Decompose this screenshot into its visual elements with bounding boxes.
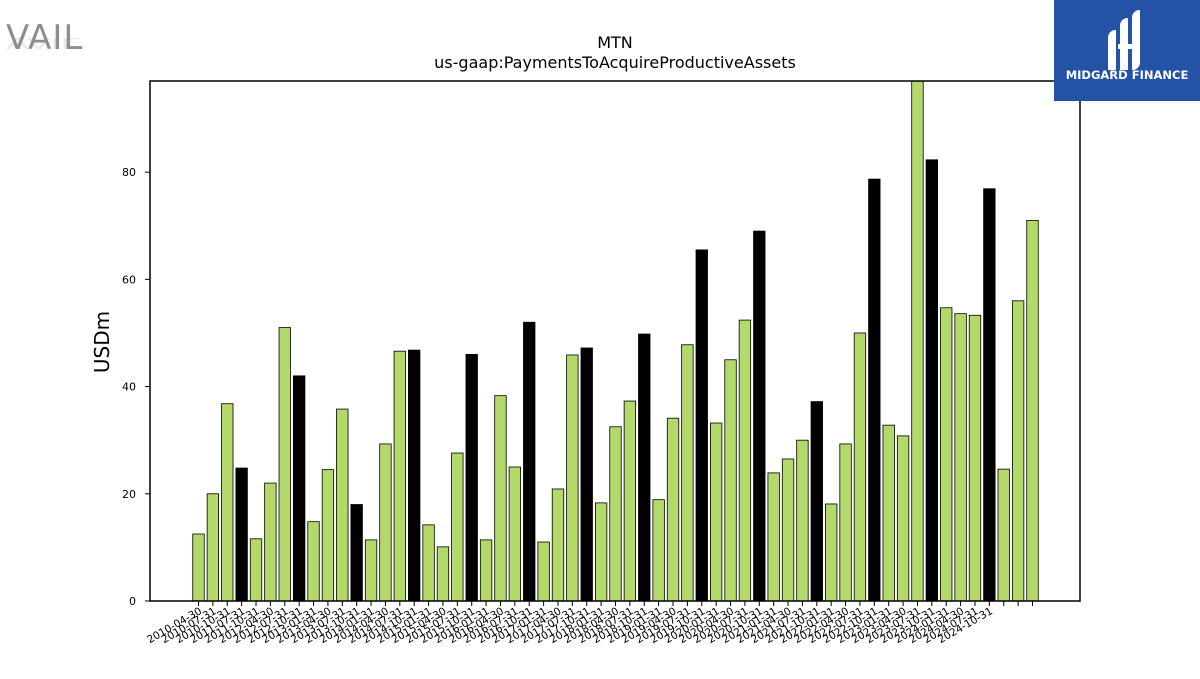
bar [321, 469, 335, 602]
bar [695, 249, 708, 602]
midgard-logo: MIDGARD FINANCE [1054, 0, 1200, 101]
bar [364, 539, 378, 602]
midgard-logo-text: MIDGARD FINANCE [1065, 68, 1189, 82]
bar [436, 546, 450, 602]
bar [221, 403, 234, 602]
bar [983, 188, 996, 602]
bar [523, 321, 536, 602]
bar [307, 521, 320, 602]
bar [408, 349, 421, 602]
bar [666, 417, 680, 602]
bar [508, 466, 521, 602]
bar [479, 539, 493, 602]
bars-group [192, 80, 1039, 602]
y-ticks-group: 0 20 40 60 80 [122, 166, 150, 608]
bar [235, 467, 248, 602]
bar [781, 458, 795, 602]
bar [422, 524, 435, 602]
bar [724, 359, 737, 602]
bar [551, 488, 565, 602]
bar [753, 230, 766, 602]
y-tick-label: 0 [129, 595, 136, 608]
bar [206, 493, 220, 602]
bar [623, 400, 637, 602]
y-tick-label: 80 [122, 166, 136, 179]
bar [810, 401, 823, 602]
bar [249, 538, 263, 602]
bar [537, 541, 550, 602]
bar [594, 502, 608, 602]
y-tick-label: 60 [122, 273, 136, 286]
bar [379, 443, 392, 602]
bar [393, 350, 406, 602]
bar [896, 435, 910, 602]
bar [767, 472, 780, 602]
y-axis-label: USDm [90, 311, 114, 373]
bar [451, 452, 464, 602]
chart-subtitle: us-gaap:PaymentsToAcquireProductiveAsset… [434, 53, 796, 72]
bar [738, 319, 752, 602]
bar [609, 426, 622, 602]
bar [580, 347, 593, 602]
bar [796, 439, 809, 602]
vail-logo-text: VAIL [6, 18, 84, 58]
bar [638, 333, 651, 602]
bar [652, 499, 665, 602]
bar [825, 503, 838, 602]
vail-logo: VAIL VAIL [6, 18, 96, 78]
bar [350, 504, 363, 602]
y-tick-label: 40 [122, 381, 136, 394]
bar [853, 332, 867, 602]
bar [954, 313, 967, 602]
bar [911, 80, 924, 602]
bar [868, 178, 881, 602]
bar [1011, 300, 1025, 602]
bar [278, 327, 291, 602]
bar [494, 395, 507, 602]
x-ticks-group: 2010-04-302010-07-312010-10-312011-07-31… [145, 601, 1033, 646]
bar [940, 307, 953, 602]
y-tick-label: 20 [122, 488, 136, 501]
bar [292, 375, 306, 602]
bar [882, 424, 895, 602]
bar [997, 468, 1010, 602]
midgard-mark-icon [1108, 10, 1140, 70]
bar [566, 354, 579, 602]
vail-logo-reflection: VAIL [6, 34, 80, 52]
bar [925, 159, 938, 602]
bar [1026, 219, 1039, 602]
bar [968, 314, 982, 602]
bar [192, 533, 205, 602]
bar [336, 408, 349, 602]
plot-frame [149, 80, 1081, 602]
bar [839, 443, 852, 602]
bar [264, 482, 277, 602]
bar [710, 422, 723, 602]
chart-title: MTN [597, 33, 633, 52]
bar [465, 353, 478, 602]
bar [681, 344, 694, 602]
